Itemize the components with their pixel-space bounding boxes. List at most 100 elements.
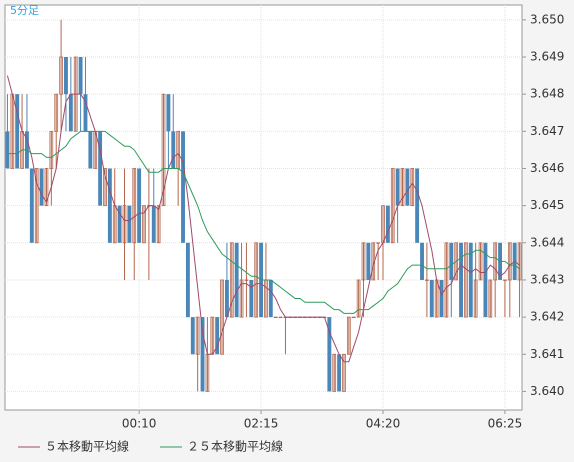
- candle-body: [507, 242, 512, 281]
- candle-body: [366, 242, 371, 280]
- candle-body: [327, 317, 332, 392]
- legend-label: ２５本移動平均線: [187, 439, 283, 454]
- candle-body: [410, 168, 415, 207]
- candle-body: [468, 242, 473, 318]
- candle-body: [132, 168, 137, 244]
- candle-body: [103, 168, 107, 207]
- candle-body: [473, 279, 478, 318]
- candle-body: [351, 316, 356, 319]
- candle-body: [390, 168, 395, 244]
- candle-body: [400, 168, 405, 207]
- candle-body: [249, 279, 254, 318]
- candle-body: [220, 279, 224, 355]
- candle-body: [229, 242, 234, 318]
- candle-body: [425, 279, 429, 281]
- candle-body: [449, 242, 454, 280]
- candle-body: [49, 130, 54, 169]
- candle-body: [44, 168, 49, 207]
- candle-body: [356, 279, 361, 318]
- candle-body: [278, 316, 283, 319]
- x-tick-label: 02:15: [244, 417, 279, 431]
- candle-body: [166, 94, 171, 132]
- candle-body: [268, 279, 273, 318]
- candle-body: [107, 168, 112, 243]
- candle-body: [127, 205, 132, 243]
- candle-body: [54, 93, 59, 132]
- legend-label: ５本移動平均線: [45, 439, 129, 454]
- candle-body: [34, 168, 39, 244]
- candle-body: [420, 242, 424, 280]
- candle-body: [337, 354, 342, 392]
- candle-body: [454, 242, 458, 281]
- candle-body: [78, 57, 83, 95]
- candle-body: [376, 242, 380, 244]
- candle-body: [332, 353, 337, 392]
- candle-body: [83, 94, 88, 132]
- ma-line: [6, 75, 520, 363]
- candle-body: [493, 242, 498, 281]
- candle-body: [156, 205, 161, 244]
- candle-body: [395, 168, 400, 206]
- candle-body: [29, 168, 34, 243]
- y-tick-label: 3.648: [530, 87, 564, 101]
- candle-body: [483, 242, 488, 318]
- candle-body: [5, 131, 10, 169]
- x-tick-label: 04:20: [366, 417, 401, 431]
- candle-body: [122, 205, 127, 244]
- x-tick-label: 06:25: [488, 417, 523, 431]
- candle-body: [361, 242, 366, 281]
- candle-body: [190, 317, 195, 355]
- candle-body: [347, 316, 351, 355]
- y-tick-label: 3.644: [530, 235, 564, 249]
- candle-body: [64, 57, 68, 95]
- candle-body: [161, 93, 166, 207]
- candle-body: [137, 168, 142, 243]
- candle-body: [342, 353, 346, 392]
- candle-body: [444, 242, 449, 318]
- candle-body: [98, 131, 103, 206]
- candle-body: [239, 279, 244, 318]
- candle-body: [503, 279, 507, 281]
- ma-line: [7, 130, 520, 314]
- candle-body: [464, 242, 468, 318]
- candle-body: [200, 317, 205, 392]
- candle-body: [142, 205, 146, 244]
- y-tick-label: 3.649: [530, 50, 564, 64]
- candle-body: [195, 316, 200, 355]
- y-tick-label: 3.646: [530, 161, 564, 175]
- y-tick-label: 3.650: [530, 12, 564, 26]
- candle-body: [459, 242, 463, 318]
- candle-body: [429, 279, 434, 318]
- candle-body: [39, 168, 44, 206]
- x-tick-label: 00:10: [122, 417, 157, 431]
- candle-body: [488, 279, 493, 318]
- y-tick-label: 3.647: [530, 124, 564, 138]
- y-tick-label: 3.641: [530, 347, 564, 361]
- candle-body: [224, 279, 229, 318]
- candle-body: [171, 131, 176, 169]
- candle-body: [59, 56, 63, 95]
- candle-body: [181, 131, 185, 243]
- candle-body: [68, 94, 73, 132]
- y-tick-label: 3.642: [530, 310, 564, 324]
- y-tick-label: 3.640: [530, 384, 564, 398]
- candle-body: [478, 242, 483, 281]
- candle-body: [215, 317, 220, 355]
- candle-body: [439, 279, 444, 318]
- candle-body: [185, 242, 190, 318]
- candle-body: [117, 205, 122, 243]
- y-tick-label: 3.643: [530, 272, 564, 286]
- candle-body: [244, 279, 249, 281]
- candle-body: [405, 168, 410, 206]
- candle-body: [273, 316, 278, 319]
- y-tick-label: 3.645: [530, 198, 564, 212]
- candle-body: [517, 242, 522, 281]
- plot-area: [4, 4, 523, 411]
- candle-body: [254, 242, 259, 318]
- timeframe-label: 5分足: [10, 4, 39, 17]
- candle-body: [88, 131, 93, 169]
- candle-body: [151, 205, 156, 243]
- candle-body: [15, 94, 20, 169]
- candle-body: [385, 205, 390, 243]
